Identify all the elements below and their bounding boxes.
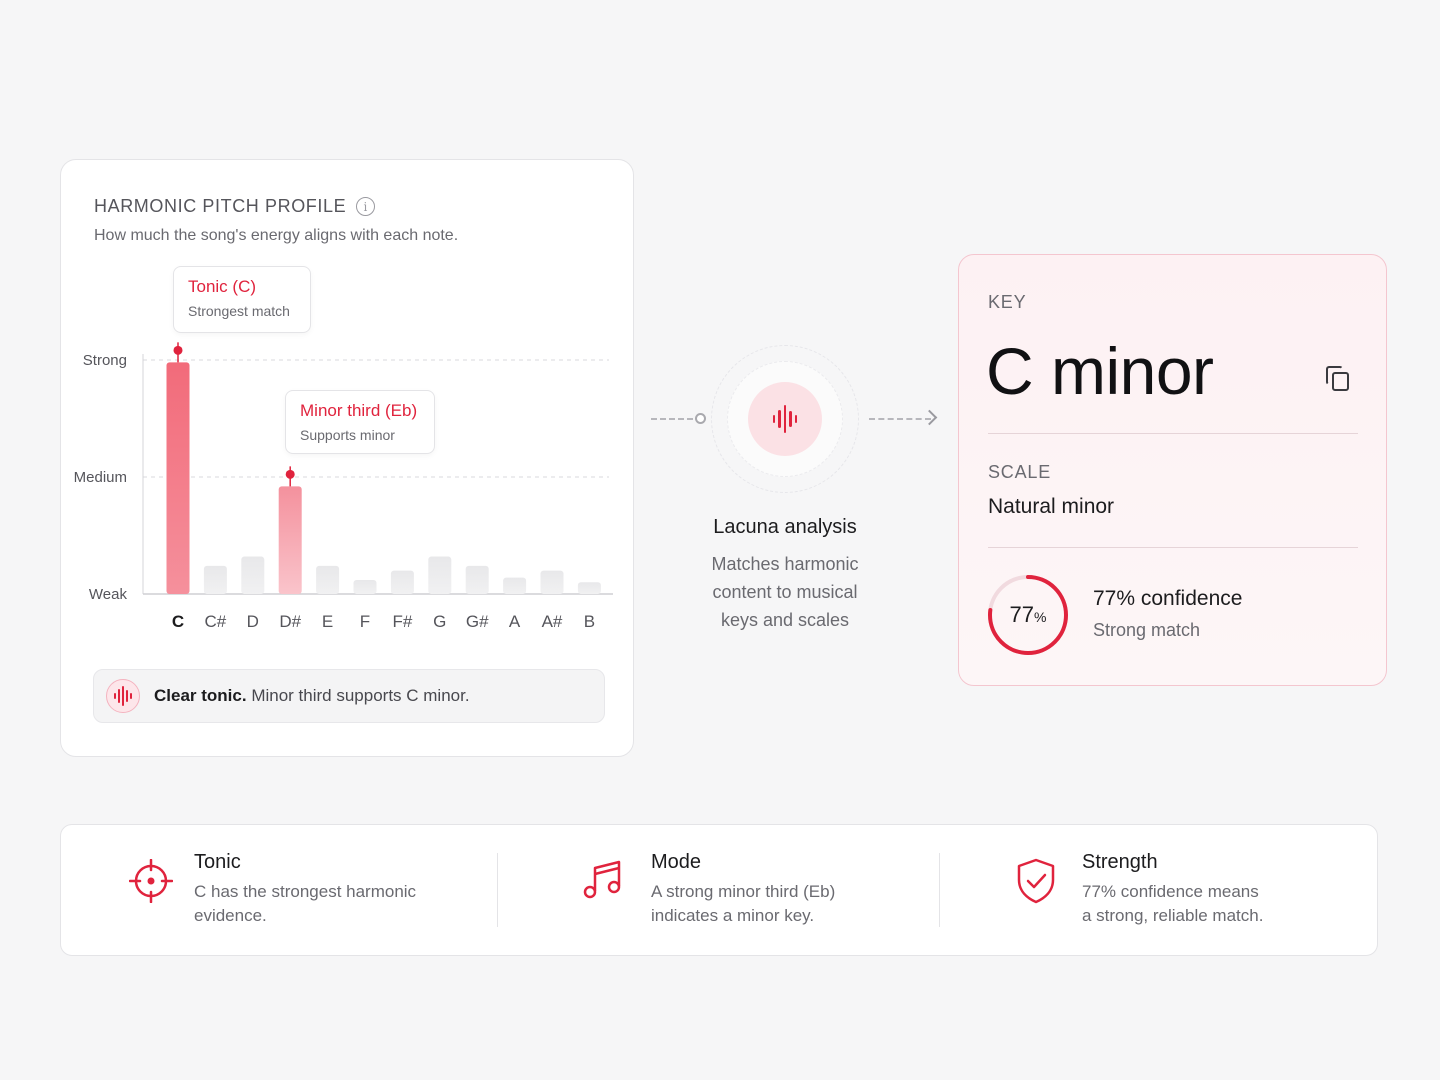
x-tick-label: A# [542,612,563,631]
x-tick-label: F [360,612,370,631]
x-tick-label: F# [392,612,412,631]
tonic-callout-sub: Strongest match [188,303,290,319]
info-item-strength: Strength 77% confidence means a strong, … [1082,851,1263,928]
info-item-desc: 77% confidence means a strong, reliable … [1082,880,1263,928]
tonic-callout-title: Tonic (C) [188,277,257,296]
x-tick-label: B [584,612,595,631]
info-item-desc-line: indicates a minor key. [651,906,815,925]
flow-line-left [651,418,693,420]
pitch-summary-rest: Minor third supports C minor. [246,686,470,705]
info-item-desc: C has the strongest harmonic evidence. [194,880,416,928]
bar-d [241,556,265,594]
target-icon [129,859,173,903]
x-tick-label: G [433,612,446,631]
info-item-desc-line: C has the strongest harmonic [194,882,417,901]
key-result-card: KEY C minor SCALE Natural minor 77% 77% … [958,254,1387,686]
minor-third-callout: Minor third (Eb) Supports minor [285,390,435,454]
info-item-desc-line: 77% confidence means [1082,882,1259,901]
confidence-title: 77% confidence [1093,587,1243,610]
pitch-profile-card: HARMONIC PITCH PROFILE i How much the so… [60,159,634,757]
bar-f [353,579,377,594]
analysis-description-line: content to musical [712,582,858,602]
music-note-icon [583,860,621,899]
pitch-profile-subtitle: How much the song's energy aligns with e… [94,227,459,244]
pitch-profile-title-text: HARMONIC PITCH PROFILE [94,196,347,216]
bar-gsharp [465,565,489,594]
pitch-summary: Clear tonic. Minor third supports C mino… [93,669,605,723]
info-item-tonic: Tonic C has the strongest harmonic evide… [194,851,416,928]
copy-icon[interactable] [1325,365,1353,393]
arrow-right-icon [921,409,938,426]
bar-dsharp [278,486,302,594]
pitch-profile-chart: Weak Medium Strong C C# D D# E F F# G G# A A# B [74,342,613,631]
confidence-gauge [988,575,1068,655]
y-tick-label: Strong [83,352,127,369]
x-tick-label: C [172,612,184,631]
pitch-summary-text: Clear tonic. Minor third supports C mino… [154,686,470,706]
analysis-title: Lacuna analysis [713,516,857,538]
tonic-callout: Tonic (C) Strongest match [173,266,311,333]
bar-marker-dot [285,469,295,479]
analysis-flow: Lacuna analysis Matches harmonic content… [640,340,960,640]
x-tick-label: D# [279,612,301,631]
info-item-title: Strength [1082,851,1158,873]
x-tick-label: C# [205,612,227,631]
key-label: KEY [988,292,1027,312]
minor-third-callout-sub: Supports minor [300,427,395,443]
minor-third-callout-title: Minor third (Eb) [300,401,418,420]
analysis-description-line: Matches harmonic [711,554,859,574]
divider [988,547,1358,548]
info-item-desc-line: A strong minor third (Eb) [651,882,836,901]
waveform-icon [106,679,140,713]
confidence-gauge-value: 77% [986,573,1070,657]
bar-fsharp [390,570,414,594]
pitch-profile-title: HARMONIC PITCH PROFILE i [94,196,376,217]
analysis-description: Matches harmonic content to musical keys… [640,550,930,634]
divider [939,853,940,927]
info-icon[interactable]: i [356,197,376,216]
y-tick-label: Medium [74,469,127,486]
confidence-gauge-unit: % [1034,609,1047,625]
flow-line-dot [695,413,706,424]
bar-asharp [540,570,564,594]
confidence-gauge-number: 77 [1009,602,1035,627]
x-tick-label: D [247,612,259,631]
analysis-description-line: keys and scales [720,610,850,630]
flow-line-right [869,418,931,420]
analysis-ring-outer [711,345,859,493]
divider [988,433,1358,434]
pitch-summary-bold: Clear tonic. [154,686,247,705]
bar-e [316,565,340,594]
waveform-icon [748,382,822,456]
confidence-sub: Strong match [1093,620,1201,640]
bar-marker-dot [173,345,183,355]
info-item-desc: A strong minor third (Eb) indicates a mi… [651,880,835,928]
info-item-desc-line: a strong, reliable match. [1082,906,1264,925]
info-item-desc-line: evidence. [194,906,267,925]
shield-check-icon [1017,858,1055,904]
bar-g [428,556,452,594]
bar-csharp [203,565,227,594]
scale-value: Natural minor [988,495,1115,518]
info-item-mode: Mode A strong minor third (Eb) indicates… [651,851,835,928]
bar-c [166,362,190,594]
x-tick-label: E [322,612,333,631]
info-item-title: Mode [651,851,702,873]
scale-label: SCALE [988,462,1052,482]
y-tick-label: Weak [89,586,128,603]
info-item-title: Tonic [194,851,241,873]
key-value: C minor [986,334,1214,408]
x-tick-label: A [509,612,521,631]
info-strip: Tonic C has the strongest harmonic evide… [60,824,1378,956]
x-tick-label: G# [466,612,489,631]
bar-a [503,577,527,594]
bar-b [577,582,601,594]
divider [497,853,498,927]
